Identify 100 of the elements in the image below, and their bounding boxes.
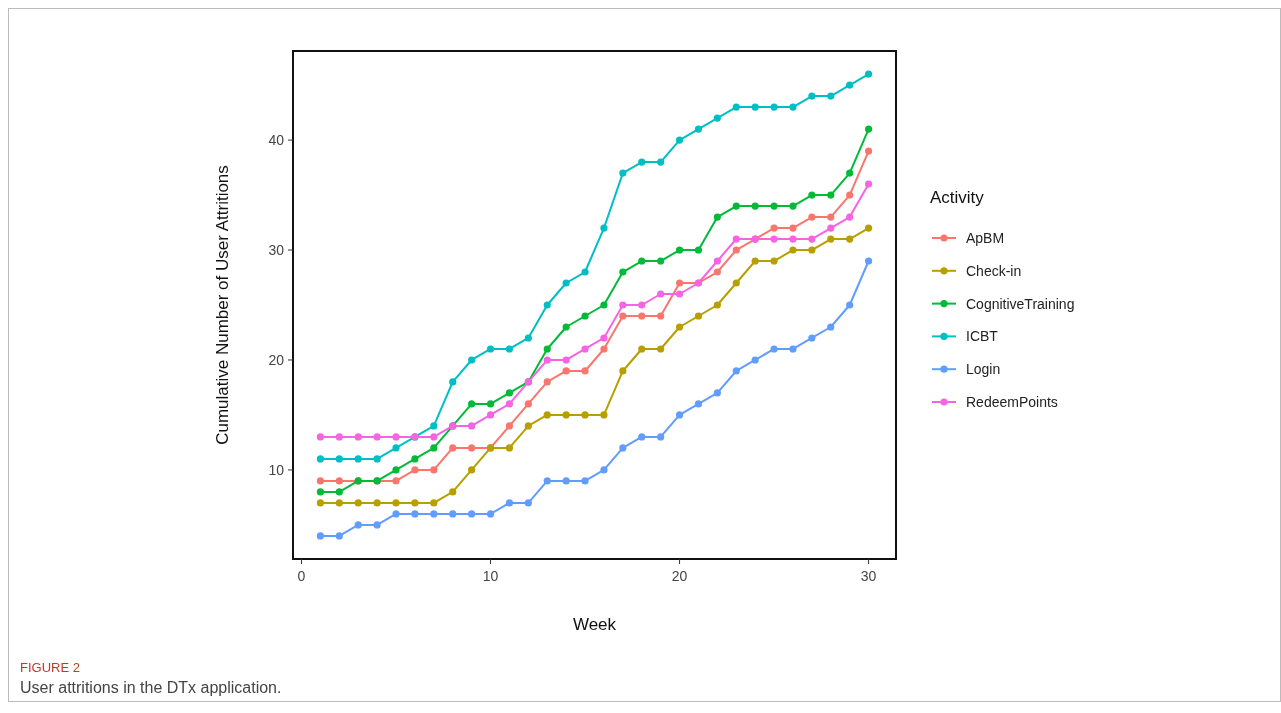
point [543,301,551,309]
point [732,235,740,243]
point [543,356,551,364]
point [562,356,570,364]
point [335,532,343,540]
point [789,224,797,232]
point [392,499,400,507]
point [846,235,854,243]
point [581,411,589,419]
point [732,103,740,111]
point [430,510,438,518]
point [808,213,816,221]
point [468,466,476,474]
point [335,433,343,441]
point [694,312,703,320]
point [600,345,608,353]
point [751,103,759,111]
y-tick-label: 40 [268,132,285,149]
point [354,521,362,529]
point [581,477,589,485]
point [581,367,589,375]
y-tick-label: 20 [268,351,285,368]
point [354,499,362,507]
point [675,290,684,298]
point [770,103,778,111]
point [864,70,873,78]
point [449,444,457,452]
point [675,279,684,287]
point [846,169,854,177]
point [449,488,457,496]
point [505,389,514,397]
point [316,455,325,463]
point [468,510,476,518]
point [657,257,665,265]
point [562,279,570,287]
point [864,147,873,155]
point [675,246,684,254]
legend-label: RedeemPoints [966,394,1058,410]
point [581,268,589,276]
point [316,488,325,496]
point [411,455,419,463]
point [486,345,495,353]
point [638,312,646,320]
caption: FIGURE 2 [20,660,80,675]
point [468,356,476,364]
point [770,202,778,210]
point [770,257,778,265]
point [335,488,343,496]
point [524,422,532,430]
point [600,411,608,419]
point [675,411,684,419]
point [638,345,646,353]
point [751,356,759,364]
point [600,334,608,342]
point [316,477,325,485]
point [732,279,740,287]
point [713,301,721,309]
point [392,433,400,441]
point [430,422,438,430]
point [581,345,589,353]
point [335,455,343,463]
point [524,334,532,342]
point [619,312,627,320]
point [657,312,665,320]
point [827,235,835,243]
point [694,125,703,133]
point [543,378,551,386]
point [789,235,797,243]
point [543,345,551,353]
point [713,114,721,122]
y-tick-label: 30 [268,242,285,259]
point [770,224,778,232]
point [486,400,495,408]
point [638,301,646,309]
legend-label: Login [966,361,1001,378]
point [468,422,476,430]
x-tick-label: 20 [671,568,688,584]
point [732,367,740,375]
point [316,532,325,540]
point [619,444,627,452]
point [694,246,703,254]
point [581,312,589,320]
point [524,400,532,408]
x-axis-title: Week [572,615,617,634]
point [373,455,381,463]
point [751,257,759,265]
point [638,433,646,441]
point [846,81,854,89]
point [846,191,854,199]
point [713,389,721,397]
point [373,499,381,507]
point [562,367,570,375]
point [827,92,835,100]
point [864,125,873,133]
point [675,136,684,144]
point [846,213,854,221]
point [657,158,665,166]
point [864,224,873,232]
text: User attritions in the DTx application. [20,679,282,696]
point [373,521,381,529]
